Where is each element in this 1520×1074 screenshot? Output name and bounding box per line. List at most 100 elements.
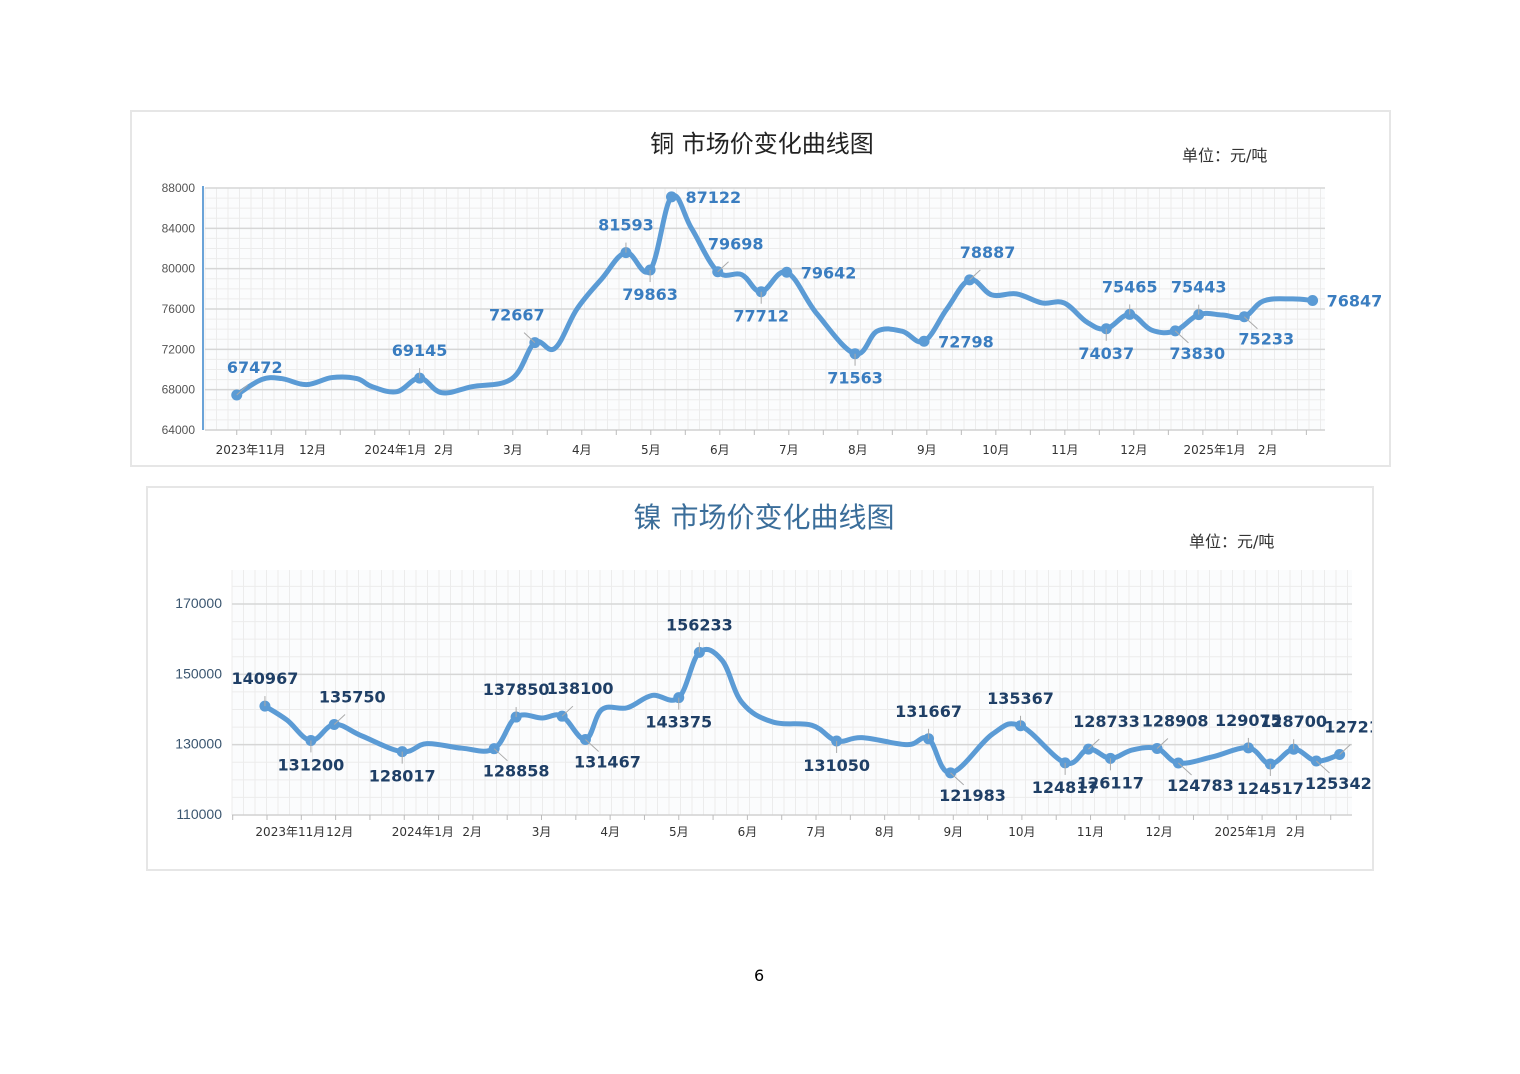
y-tick-label: 170000 bbox=[175, 595, 222, 611]
label-leader-line bbox=[1339, 744, 1351, 755]
x-tick-label: 9月 bbox=[943, 825, 963, 839]
data-label: 73830 bbox=[1169, 344, 1225, 363]
label-leader-line bbox=[523, 332, 536, 343]
data-label: 75233 bbox=[1238, 330, 1294, 349]
x-tick-label: 2024年1月 bbox=[364, 443, 426, 457]
data-point-marker bbox=[1307, 294, 1319, 306]
data-label: 74037 bbox=[1078, 344, 1134, 363]
copper-chart-title: 铜 市场价变化曲线图 bbox=[650, 130, 874, 158]
data-label: 77712 bbox=[733, 307, 789, 326]
data-label: 75465 bbox=[1102, 277, 1158, 296]
x-tick-label: 7月 bbox=[779, 443, 799, 457]
data-label: 87122 bbox=[685, 188, 741, 207]
data-label: 137850 bbox=[483, 680, 550, 699]
nickel-price-chart: 镍 市场价变化曲线图 单位：元/吨 110000 130000 150000 1700… bbox=[146, 486, 1374, 871]
y-tick-label: 76000 bbox=[162, 302, 196, 316]
y-tick-label: 84000 bbox=[162, 221, 196, 235]
data-label: 79642 bbox=[801, 263, 857, 282]
data-label: 138100 bbox=[547, 679, 614, 698]
data-label: 128858 bbox=[483, 762, 550, 781]
x-tick-label: 12月 bbox=[1120, 443, 1147, 457]
minor-grid bbox=[231, 570, 1352, 816]
data-label: 143375 bbox=[645, 713, 712, 732]
y-tick-label: 64000 bbox=[162, 423, 196, 437]
page-number: 6 bbox=[754, 966, 765, 985]
x-tick-label: 2025年1月 bbox=[1215, 825, 1277, 839]
label-leader-line bbox=[1156, 738, 1169, 749]
label-leader-line bbox=[1315, 760, 1330, 774]
x-tick-label: 2023年11月 bbox=[216, 443, 286, 457]
label-leader-line bbox=[1088, 738, 1100, 750]
label-leader-line bbox=[969, 269, 981, 281]
x-tick-label: 3月 bbox=[503, 443, 523, 457]
label-leader-line bbox=[717, 261, 729, 273]
label-leader-line bbox=[493, 748, 508, 762]
label-leader-line bbox=[585, 739, 599, 752]
x-tick-label: 3月 bbox=[532, 825, 552, 839]
data-label: 128700 bbox=[1260, 712, 1327, 731]
data-point-marker bbox=[673, 692, 685, 704]
copper-unit-label: 单位：元/吨 bbox=[1182, 146, 1268, 165]
data-label: 124783 bbox=[1167, 776, 1234, 795]
data-label: 135367 bbox=[987, 689, 1054, 708]
data-label: 67472 bbox=[227, 358, 283, 377]
data-label: 140967 bbox=[232, 669, 299, 688]
data-label: 124517 bbox=[1237, 779, 1304, 798]
data-point-marker bbox=[1015, 720, 1027, 732]
copper-plot: 64000 68000 72000 76000 80000 84000 88000 2023年… bbox=[162, 181, 1383, 457]
x-tick-label: 10月 bbox=[1008, 825, 1035, 839]
x-tick-label: 8月 bbox=[875, 825, 895, 839]
data-label: 131200 bbox=[278, 755, 345, 774]
x-tick-label: 9月 bbox=[917, 443, 937, 457]
data-label: 131050 bbox=[803, 756, 870, 775]
nickel-chart-title: 镍 市场价变化曲线图 bbox=[633, 501, 895, 534]
x-tick-label: 12月 bbox=[1146, 825, 1173, 839]
x-tick-label: 6月 bbox=[738, 825, 758, 839]
y-tick-label: 150000 bbox=[175, 665, 222, 681]
y-tick-label: 88000 bbox=[162, 181, 196, 195]
nickel-unit-label: 单位：元/吨 bbox=[1189, 532, 1275, 551]
data-label: 69145 bbox=[392, 341, 448, 360]
data-label: 121983 bbox=[939, 786, 1006, 805]
x-tick-label: 4月 bbox=[572, 443, 592, 457]
data-point-marker bbox=[918, 335, 930, 347]
data-label: 79863 bbox=[622, 285, 678, 304]
x-tick-label: 2月 bbox=[434, 443, 454, 457]
x-tick-label: 2024年1月 bbox=[392, 825, 454, 839]
data-label: 129075 bbox=[1215, 711, 1282, 730]
data-label: 79698 bbox=[708, 235, 764, 254]
x-tick-label: 2023年11月 bbox=[255, 825, 325, 839]
data-point-marker bbox=[305, 734, 317, 746]
x-tick-label: 5月 bbox=[669, 825, 689, 839]
data-label: 135750 bbox=[319, 687, 386, 706]
x-tick-label: 2月 bbox=[1286, 825, 1306, 839]
plot-area bbox=[232, 570, 1352, 815]
data-label: 124817 bbox=[1032, 778, 1099, 797]
x-tick-label: 4月 bbox=[600, 825, 620, 839]
data-label: 128017 bbox=[369, 767, 436, 786]
x-tick-label: 7月 bbox=[806, 825, 826, 839]
data-label: 72798 bbox=[938, 332, 994, 351]
price-series-line bbox=[234, 192, 1316, 398]
x-tick-label: 2月 bbox=[1258, 443, 1278, 457]
label-leader-line bbox=[561, 705, 574, 717]
label-leader-line bbox=[1174, 330, 1189, 344]
y-tick-label: 68000 bbox=[162, 383, 196, 397]
data-label: 78887 bbox=[960, 243, 1016, 262]
y-tick-label: 110000 bbox=[176, 806, 222, 822]
x-tick-label: 2月 bbox=[462, 825, 482, 839]
data-label: 126117 bbox=[1077, 773, 1144, 792]
data-point-marker bbox=[510, 711, 522, 723]
x-tick-label: 8月 bbox=[848, 443, 868, 457]
x-tick-label: 5月 bbox=[641, 443, 661, 457]
data-label: 75443 bbox=[1171, 278, 1227, 297]
label-leader-line bbox=[333, 714, 346, 725]
x-tick-label: 12月 bbox=[326, 825, 353, 839]
x-tick-label: 11月 bbox=[1077, 825, 1104, 839]
x-tick-label: 11月 bbox=[1051, 443, 1078, 457]
copper-price-chart: 铜 市场价变化曲线图 单位：元/吨 64000 68000 72000 76000 80… bbox=[130, 110, 1391, 467]
data-point-marker bbox=[781, 266, 793, 278]
data-label: 76847 bbox=[1327, 291, 1383, 310]
data-label: 156233 bbox=[666, 615, 733, 634]
